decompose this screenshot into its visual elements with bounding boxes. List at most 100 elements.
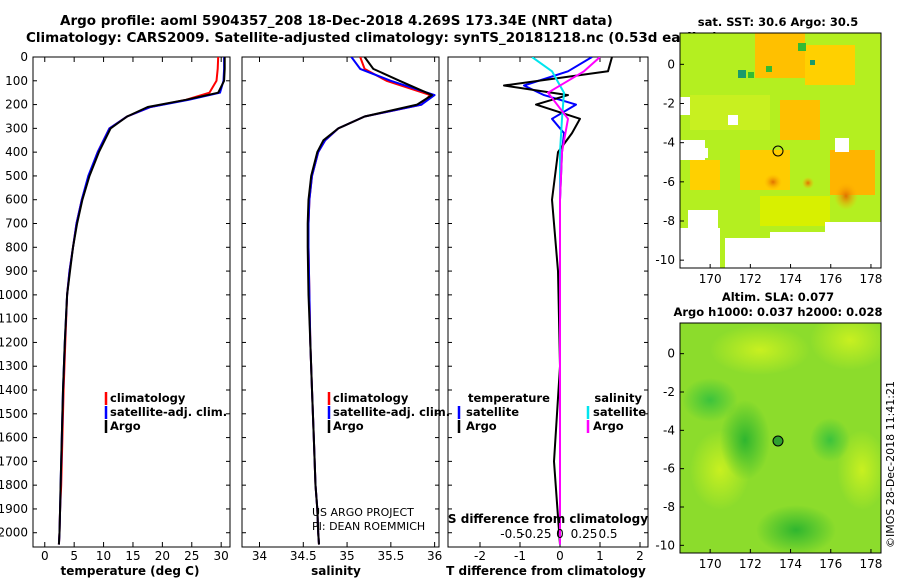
s-tick-label: -0.5 bbox=[500, 527, 523, 541]
map-lat-label: -6 bbox=[663, 462, 675, 476]
depth-tick-label: 0 bbox=[20, 50, 28, 64]
map-lat-label: -10 bbox=[655, 253, 675, 267]
map-lat-label: -6 bbox=[663, 175, 675, 189]
depth-tick-label: 700 bbox=[5, 217, 28, 231]
series-line-satellite-adj-clim- bbox=[57, 57, 226, 545]
series-line-satellite-adj-clim- bbox=[307, 57, 436, 545]
depth-tick-label: 800 bbox=[5, 240, 28, 254]
legend-label-s-argo: Argo bbox=[593, 419, 624, 433]
depth-tick-label: 300 bbox=[5, 121, 28, 135]
legend-title-temperature: temperature bbox=[468, 391, 550, 405]
depth-tick-label: 200 bbox=[5, 98, 28, 112]
x-tick-label: 35.5 bbox=[377, 549, 404, 563]
legend-label-satellite: satellite-adj. clim. bbox=[333, 405, 450, 419]
series-line-s-argo bbox=[547, 57, 601, 545]
x-tick-label: 20 bbox=[155, 549, 170, 563]
sla-map-frame bbox=[679, 322, 882, 554]
map-lat-label: -4 bbox=[663, 423, 675, 437]
x-tick-label: 0 bbox=[556, 549, 564, 563]
x-tick-label: 25 bbox=[184, 549, 199, 563]
map-lon-label: 172 bbox=[739, 557, 762, 571]
sla-map-axes: 170 172 174 176 178 0 -2 -4 -6 -8 -10 bbox=[655, 347, 882, 571]
s-tick-label: -0.25 bbox=[520, 527, 551, 541]
difference-legend: temperature satellite Argo salinity sate… bbox=[457, 391, 646, 433]
difference-panel-frame bbox=[447, 56, 649, 548]
map-lat-label: -10 bbox=[655, 538, 675, 552]
x-tick-label: 15 bbox=[125, 549, 140, 563]
legend-label-t-argo: Argo bbox=[466, 419, 497, 433]
x-tick-label: -1 bbox=[514, 549, 526, 563]
x-tick-label: 5 bbox=[70, 549, 78, 563]
temperature-x-axis: 0 5 10 15 20 25 30 bbox=[41, 57, 229, 563]
legend-label-satellite: satellite-adj. clim. bbox=[110, 405, 227, 419]
map-lat-label: -8 bbox=[663, 500, 675, 514]
depth-tick-label: 500 bbox=[5, 169, 28, 183]
depth-tick-label: 400 bbox=[5, 145, 28, 159]
sst-map-title: sat. SST: 30.6 Argo: 30.5 bbox=[698, 15, 858, 29]
depth-tick-label: 600 bbox=[5, 193, 28, 207]
depth-axis: 0 100 200 300 400 500 600 700 800 900 1000 1100 1200… bbox=[0, 50, 648, 540]
map-lon-label: 176 bbox=[819, 272, 842, 286]
map-lat-label: -4 bbox=[663, 136, 675, 150]
map-lat-label: -2 bbox=[663, 97, 675, 111]
depth-tick-label: 1200 bbox=[0, 335, 28, 349]
header-line2: Climatology: CARS2009. Satellite-adjuste… bbox=[26, 30, 718, 46]
sst-map-frame bbox=[679, 32, 882, 269]
legend-label-argo: Argo bbox=[110, 419, 141, 433]
s-difference-ticks: -0.5-0.25 0 0.25 0.5 bbox=[500, 527, 617, 541]
difference-xlabel: T difference from climatology bbox=[446, 564, 646, 578]
imos-stamp: ©IMOS 28-Dec-2018 11:41:21 bbox=[884, 381, 897, 548]
map-lat-label: 0 bbox=[667, 347, 675, 361]
s-tick-label: 0.25 bbox=[571, 527, 598, 541]
legend-label-argo: Argo bbox=[333, 419, 364, 433]
x-tick-label: 36 bbox=[427, 549, 442, 563]
x-tick-label: 35 bbox=[339, 549, 354, 563]
map-lon-label: 176 bbox=[819, 557, 842, 571]
map-lon-label: 178 bbox=[859, 557, 882, 571]
sla-map-title-line1: Altim. SLA: 0.077 bbox=[722, 290, 834, 304]
temperature-panel-frame bbox=[32, 56, 231, 548]
temperature-xlabel: temperature (deg C) bbox=[61, 564, 200, 578]
map-lat-label: -2 bbox=[663, 385, 675, 399]
header-line1: Argo profile: aoml 5904357_208 18-Dec-20… bbox=[60, 13, 613, 29]
x-tick-label: 0 bbox=[41, 549, 49, 563]
x-tick-label: 34 bbox=[252, 549, 267, 563]
depth-tick-label: 1500 bbox=[0, 407, 28, 421]
legend-label-climatology: climatology bbox=[110, 391, 186, 405]
temperature-legend: climatology satellite-adj. clim. Argo bbox=[104, 391, 227, 433]
project-annotation: US ARGO PROJECT bbox=[312, 506, 414, 519]
x-tick-label: -2 bbox=[474, 549, 486, 563]
legend-title-salinity: salinity bbox=[594, 391, 642, 405]
map-lat-label: 0 bbox=[667, 57, 675, 71]
sst-map-axes: 170 172 174 176 178 0 -2 -4 -6 -8 -10 bbox=[655, 57, 882, 286]
sla-argo-marker bbox=[772, 435, 784, 447]
series-line-argo bbox=[57, 57, 226, 545]
series-line-t-argo bbox=[503, 57, 613, 545]
map-lon-label: 178 bbox=[859, 272, 882, 286]
x-tick-label: 34.5 bbox=[290, 549, 317, 563]
map-lat-label: -8 bbox=[663, 214, 675, 228]
legend-label-s-satellite: satellite bbox=[593, 405, 646, 419]
series-line-climatology bbox=[307, 57, 432, 545]
s-tick-label: 0 bbox=[556, 527, 564, 541]
depth-tick-label: 1000 bbox=[0, 288, 28, 302]
series-line-climatology bbox=[57, 57, 220, 545]
sst-argo-marker bbox=[772, 145, 784, 157]
map-lon-label: 174 bbox=[779, 557, 802, 571]
depth-tick-label: 1400 bbox=[0, 383, 28, 397]
depth-tick-label: 1800 bbox=[0, 478, 28, 492]
depth-tick-label: 900 bbox=[5, 264, 28, 278]
legend-label-t-satellite: satellite bbox=[466, 405, 519, 419]
depth-tick-label: 1900 bbox=[0, 502, 28, 516]
salinity-panel-frame bbox=[241, 56, 440, 548]
depth-tick-label: 1300 bbox=[0, 359, 28, 373]
x-tick-label: 2 bbox=[636, 549, 644, 563]
s-difference-label: S difference from climatology bbox=[448, 512, 648, 526]
legend-label-climatology: climatology bbox=[333, 391, 409, 405]
sla-map bbox=[680, 323, 881, 553]
depth-tick-label: 1100 bbox=[0, 312, 28, 326]
sst-map bbox=[680, 33, 881, 268]
x-tick-label: 10 bbox=[96, 549, 111, 563]
map-lon-label: 170 bbox=[699, 557, 722, 571]
